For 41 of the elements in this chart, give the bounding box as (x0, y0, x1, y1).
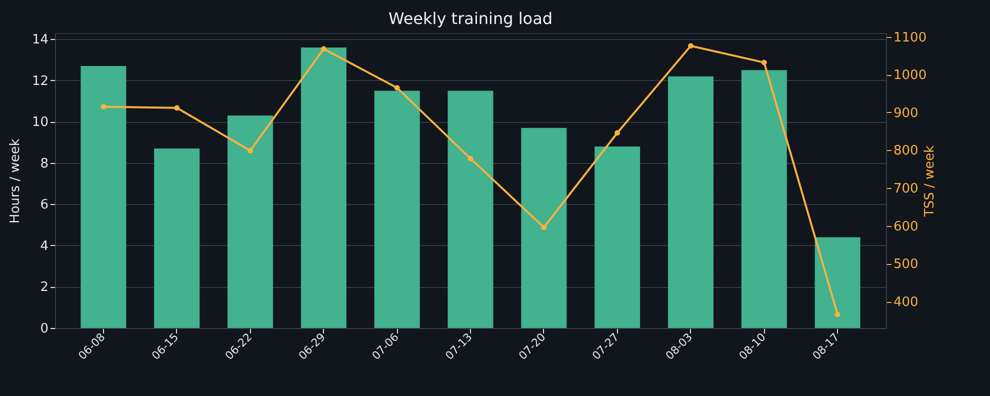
point (468, 156, 474, 162)
bar (741, 70, 787, 328)
bar (521, 128, 567, 328)
point (614, 130, 620, 136)
bar (300, 47, 346, 328)
y-tick-label: 2 (40, 280, 48, 296)
chart-title: Weekly training load (388, 8, 553, 28)
bar (228, 116, 274, 328)
y-tick-label: 0 (40, 322, 48, 336)
y2-tick-label: 400 (894, 295, 918, 310)
y2-tick-label: 700 (894, 182, 918, 197)
y2-tick-label: 500 (894, 257, 918, 272)
point (100, 104, 106, 110)
bar (814, 237, 860, 328)
y-tick-label: 10 (32, 115, 48, 130)
y2-axis-title: TSS / week (922, 144, 938, 218)
point (394, 85, 400, 91)
bar (154, 148, 200, 328)
y-tick-label: 12 (32, 74, 48, 89)
point (320, 46, 326, 52)
y-tick-label: 8 (40, 156, 48, 172)
y-tick-label: 4 (40, 238, 48, 254)
point (541, 224, 547, 230)
y2-tick-label: 600 (894, 219, 918, 234)
point (761, 60, 767, 66)
y2-tick-label: 1000 (894, 68, 927, 84)
y-tick-label: 14 (32, 32, 48, 48)
bar (448, 90, 494, 328)
bar (80, 66, 126, 328)
y2-tick-label: 900 (894, 106, 918, 121)
y-tick-label: 6 (40, 198, 48, 213)
bar (594, 146, 640, 328)
point (248, 148, 254, 154)
point (688, 43, 694, 49)
y2-tick-label: 800 (894, 144, 918, 159)
bar (668, 76, 714, 328)
point (174, 105, 180, 111)
bar (374, 90, 420, 328)
point (834, 312, 840, 318)
y2-tick-label: 1100 (894, 30, 927, 46)
y-axis-title: Hours / week (8, 138, 23, 224)
